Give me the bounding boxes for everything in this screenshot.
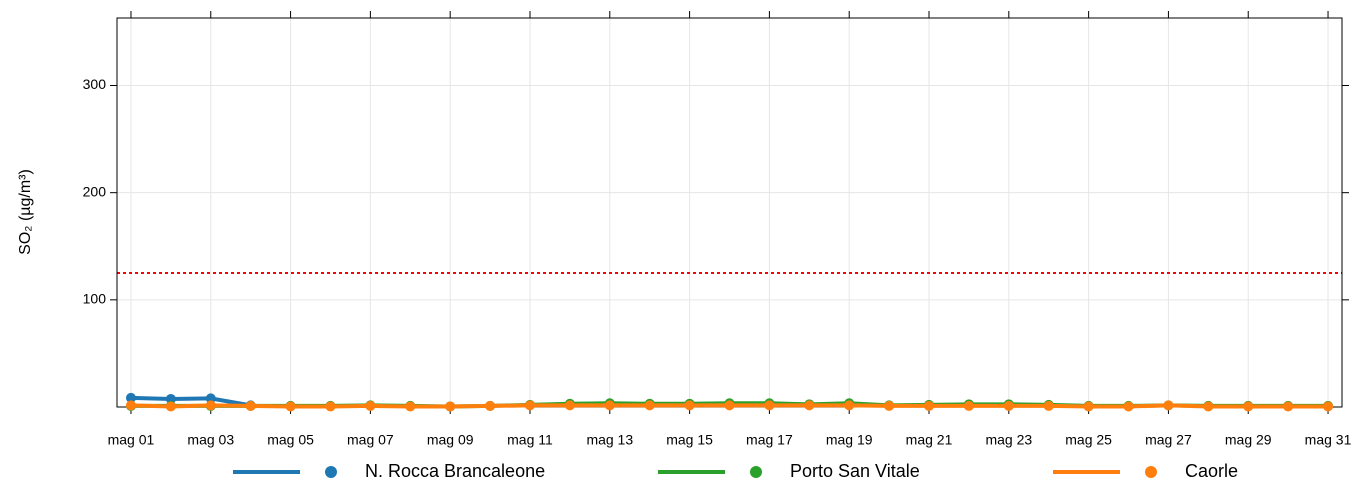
legend-label: Porto San Vitale [790, 461, 920, 481]
point [724, 400, 735, 411]
point [1163, 400, 1174, 411]
x-tick-label: mag 01 [108, 432, 155, 448]
point [405, 401, 416, 412]
point [165, 393, 176, 404]
y-axis-label: SO₂ (µg/m³) [17, 169, 34, 255]
point [524, 400, 535, 411]
y-tick-label: 300 [83, 76, 107, 92]
x-tick-label: mag 05 [267, 432, 314, 448]
x-tick-label: mag 17 [746, 432, 793, 448]
y-tick-label: 100 [83, 291, 107, 307]
point [165, 401, 176, 412]
x-tick-label: mag 31 [1305, 432, 1352, 448]
x-tick-label: mag 07 [347, 432, 394, 448]
legend-label: Caorle [1185, 461, 1238, 481]
point [884, 400, 895, 411]
y-tick-label: 200 [83, 183, 107, 199]
point [245, 400, 256, 411]
point [564, 400, 575, 411]
x-tick-label: mag 15 [666, 432, 713, 448]
point [1323, 401, 1334, 412]
point [644, 400, 655, 411]
point [285, 401, 296, 412]
point [1043, 400, 1054, 411]
point [1123, 401, 1134, 412]
legend-dot [1145, 466, 1157, 478]
legend-dot [325, 466, 337, 478]
point [205, 393, 216, 404]
x-tick-label: mag 21 [906, 432, 953, 448]
point [804, 400, 815, 411]
x-tick-label: mag 25 [1065, 432, 1112, 448]
point [485, 400, 496, 411]
point [365, 400, 376, 411]
point [125, 400, 136, 411]
legend-label: N. Rocca Brancaleone [365, 461, 545, 481]
point [684, 400, 695, 411]
point [205, 400, 216, 411]
plot-frame [116, 17, 1343, 408]
x-tick-label: mag 03 [187, 432, 234, 448]
point [604, 400, 615, 411]
point [1283, 401, 1294, 412]
point [963, 400, 974, 411]
x-tick-label: mag 13 [586, 432, 633, 448]
point [1203, 401, 1214, 412]
legend-dot [750, 466, 762, 478]
x-tick-label: mag 09 [427, 432, 474, 448]
series-line [130, 395, 252, 408]
point [445, 401, 456, 412]
point [1243, 401, 1254, 412]
point [924, 400, 935, 411]
point [764, 400, 775, 411]
x-tick-label: mag 11 [507, 432, 553, 448]
x-tick-label: mag 27 [1145, 432, 1192, 448]
point [1003, 400, 1014, 411]
point [844, 400, 855, 411]
point [1083, 401, 1094, 412]
point [125, 392, 136, 403]
x-tick-label: mag 23 [985, 432, 1032, 448]
x-tick-label: mag 29 [1225, 432, 1272, 448]
x-tick-label: mag 19 [826, 432, 873, 448]
point [325, 401, 336, 412]
